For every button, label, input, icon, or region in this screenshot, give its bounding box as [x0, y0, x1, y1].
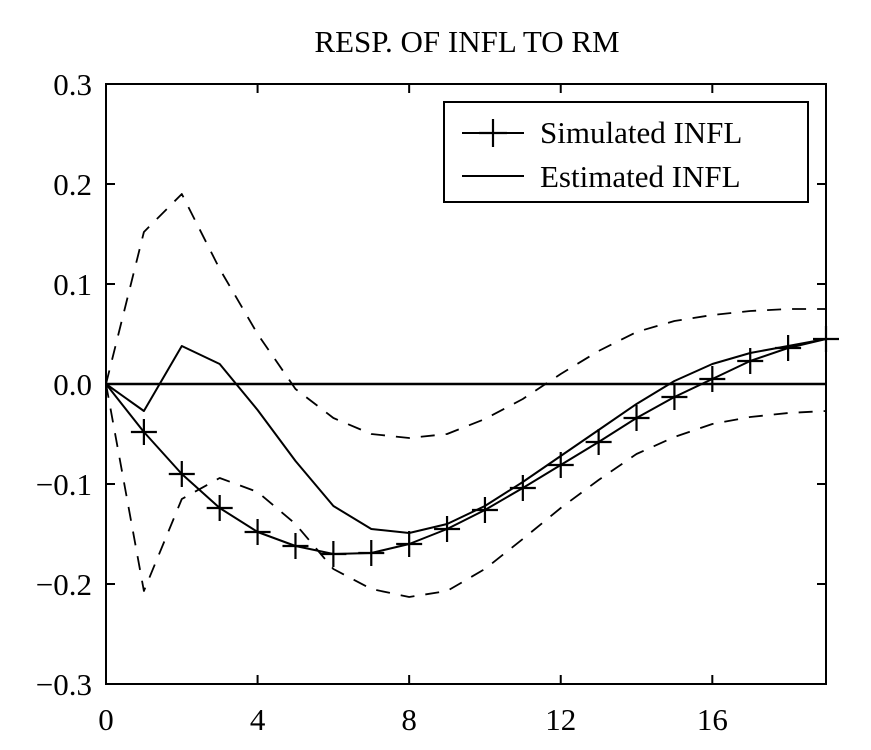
chart-title: RESP. OF INFL TO RM — [314, 24, 619, 59]
plus-marker — [623, 405, 650, 431]
plus-marker — [206, 495, 233, 521]
y-tick-label: −0.3 — [36, 667, 92, 702]
plus-marker — [282, 533, 309, 559]
x-tick-label: 12 — [545, 702, 576, 737]
series-layer — [105, 193, 839, 598]
legend-box — [443, 101, 809, 203]
x-tick-label: 4 — [250, 702, 266, 737]
x-tick-label: 0 — [98, 702, 114, 737]
y-tick-label: 0.0 — [53, 367, 92, 402]
y-tick-label: −0.1 — [36, 467, 92, 502]
plus-marker — [168, 461, 195, 487]
plus-marker — [434, 516, 461, 542]
plus-marker — [358, 540, 385, 566]
plus-marker — [661, 384, 688, 410]
legend-label-estimated: Estimated INFL — [540, 159, 741, 194]
plus-marker — [699, 366, 726, 392]
plus-marker — [585, 429, 612, 455]
series-line — [105, 338, 827, 555]
x-tick-label: 8 — [401, 702, 417, 737]
series-0 — [105, 326, 839, 567]
legend-item-estimated: Estimated INFL — [462, 159, 741, 194]
legend-item-simulated: Simulated INFL — [462, 115, 742, 150]
series-line — [105, 338, 827, 534]
plus-marker — [320, 541, 347, 567]
plus-marker — [130, 419, 157, 445]
legend: Simulated INFL Estimated INFL — [443, 101, 809, 203]
series-line — [105, 383, 827, 598]
x-tick-label: 16 — [697, 702, 728, 737]
plus-marker — [396, 531, 423, 557]
y-tick-label: 0.1 — [53, 267, 92, 302]
series-line — [105, 193, 826, 439]
series-1 — [105, 338, 827, 534]
series-3 — [105, 383, 827, 598]
axis-tick-labels: 0 4 8 12 16 0.3 0.2 0.1 0.0 −0.1 −0.2 −0.3 — [36, 67, 728, 737]
y-tick-label: 0.2 — [53, 167, 92, 202]
plus-marker — [244, 519, 271, 545]
y-tick-label: 0.3 — [53, 67, 92, 102]
legend-label-simulated: Simulated INFL — [540, 115, 742, 150]
series-2 — [105, 193, 826, 439]
y-tick-label: −0.2 — [36, 567, 92, 602]
